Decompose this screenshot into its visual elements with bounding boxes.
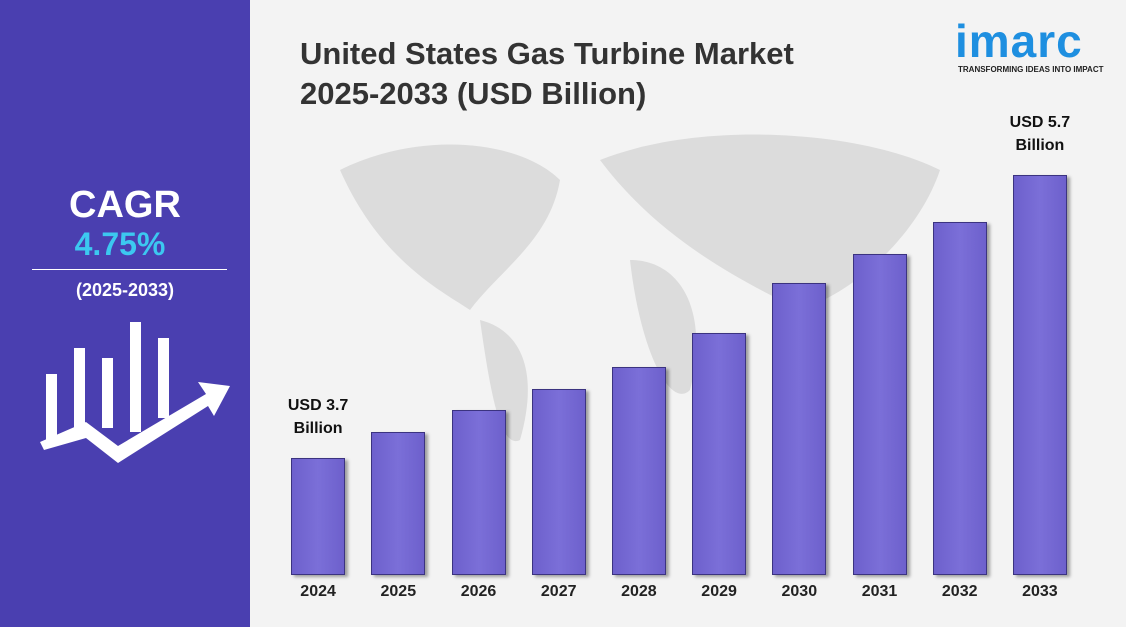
x-tick-label: 2026 [460,583,497,600]
bar [772,282,827,575]
value-label: USD 5.7 Billion [1009,114,1071,155]
x-tick-label: 2030 [781,583,818,600]
bar [531,388,586,575]
x-tick-label: 2024 [300,583,336,600]
x-tick-label: 2029 [701,583,737,600]
bar [692,333,747,575]
growth-icon [40,322,230,463]
x-tick-label: 2031 [861,583,898,600]
cagr-panel: CAGR 4.75% (2025-2033) [0,0,250,627]
cagr-value: 4.75% [74,226,166,262]
bar [1012,175,1067,575]
bar [371,432,426,575]
bar [291,457,346,575]
x-tick-label: 2033 [1022,583,1058,600]
bar [451,409,506,575]
x-tick-label: 2028 [621,583,657,600]
bar [852,254,907,575]
chart-title: United States Gas Turbine Market 2025-20… [300,36,794,111]
bar [611,367,666,575]
logo: imarc [955,15,1083,67]
x-tick-label: 2025 [380,583,417,600]
cagr-period: (2025-2033) [75,280,175,300]
divider [32,269,227,270]
x-tick-label: 2032 [941,583,978,600]
bar [932,221,987,575]
cagr-label: CAGR [69,184,181,226]
x-tick-label: 2027 [540,583,577,600]
logo-tagline: TRANSFORMING IDEAS INTO IMPACT [958,65,1104,74]
value-label: USD 3.7 Billion [287,396,349,437]
